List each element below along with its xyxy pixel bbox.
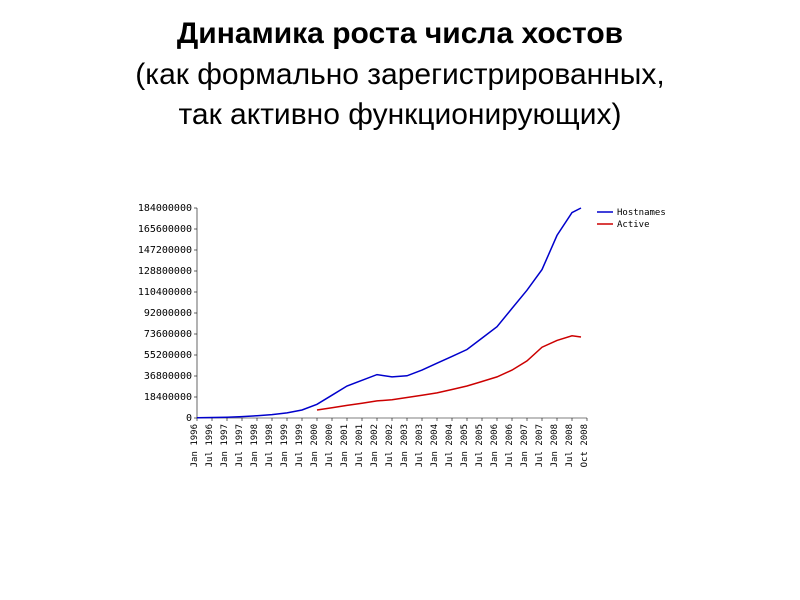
- x-tick-label: Jan 2002: [370, 424, 380, 467]
- y-tick-label: 128800000: [138, 266, 192, 277]
- legend-label: Active: [617, 220, 650, 230]
- x-tick-label: Jan 1998: [250, 424, 260, 467]
- y-tick-label: 110400000: [138, 287, 192, 298]
- x-tick-label: Jul 2005: [475, 424, 485, 467]
- x-tick-label: Jan 2005: [460, 424, 470, 467]
- growth-chart: 0 18400000 36800000 55200000 73600000 9200000…: [125, 200, 685, 560]
- x-tick-label: Oct 2008: [580, 424, 590, 467]
- legend-label: Hostnames: [617, 208, 666, 218]
- y-tick-label: 184000000: [138, 203, 192, 214]
- x-tick-label: Jan 1996: [190, 424, 200, 467]
- y-tick-label: 73600000: [144, 329, 192, 340]
- x-tick-label: Jan 2004: [430, 424, 440, 467]
- x-tick-label: Jul 1999: [295, 424, 305, 467]
- x-tick-label: Jan 2007: [520, 424, 530, 467]
- x-tick-label: Jan 2000: [310, 424, 320, 467]
- y-tick-label: 165600000: [138, 224, 192, 235]
- y-tick-label: 147200000: [138, 245, 192, 256]
- x-tick-label: Jul 2006: [505, 424, 515, 467]
- series-hostnames: [197, 208, 581, 418]
- page-title-block: Динамика роста числа хостов (как формаль…: [0, 0, 800, 136]
- y-tick-label: 36800000: [144, 371, 192, 382]
- x-tick-label: Jul 1997: [235, 424, 245, 467]
- series-active: [317, 336, 581, 410]
- x-tick-label: Jan 2003: [400, 424, 410, 467]
- x-tick-label: Jan 2008: [550, 424, 560, 467]
- x-tick-label: Jul 2008: [565, 424, 575, 467]
- x-tick-label: Jan 1999: [280, 424, 290, 467]
- chart-svg: 0 18400000 36800000 55200000 73600000 9200000…: [125, 200, 685, 560]
- y-tick-label: 55200000: [144, 350, 192, 361]
- x-tick-label: Jul 2004: [445, 424, 455, 467]
- x-tick-label: Jul 2002: [385, 424, 395, 467]
- title-line3: так активно функционирующих): [0, 95, 800, 136]
- x-tick-label: Jul 1998: [265, 424, 275, 467]
- x-tick-label: Jul 1996: [205, 424, 215, 467]
- x-tick-label: Jan 2006: [490, 424, 500, 467]
- y-tick-label: 0: [186, 413, 192, 424]
- title-line2: (как формально зарегистрированных,: [0, 55, 800, 96]
- x-tick-label: Jan 1997: [220, 424, 230, 467]
- x-tick-label: Jan 2001: [340, 424, 350, 467]
- y-tick-label: 92000000: [144, 308, 192, 319]
- x-tick-label: Jul 2003: [415, 424, 425, 467]
- x-tick-label: Jul 2007: [535, 424, 545, 467]
- y-tick-label: 18400000: [144, 392, 192, 403]
- title-bold: Динамика роста числа хостов: [0, 14, 800, 55]
- x-tick-label: Jul 2001: [355, 424, 365, 467]
- x-tick-label: Jul 2000: [325, 424, 335, 467]
